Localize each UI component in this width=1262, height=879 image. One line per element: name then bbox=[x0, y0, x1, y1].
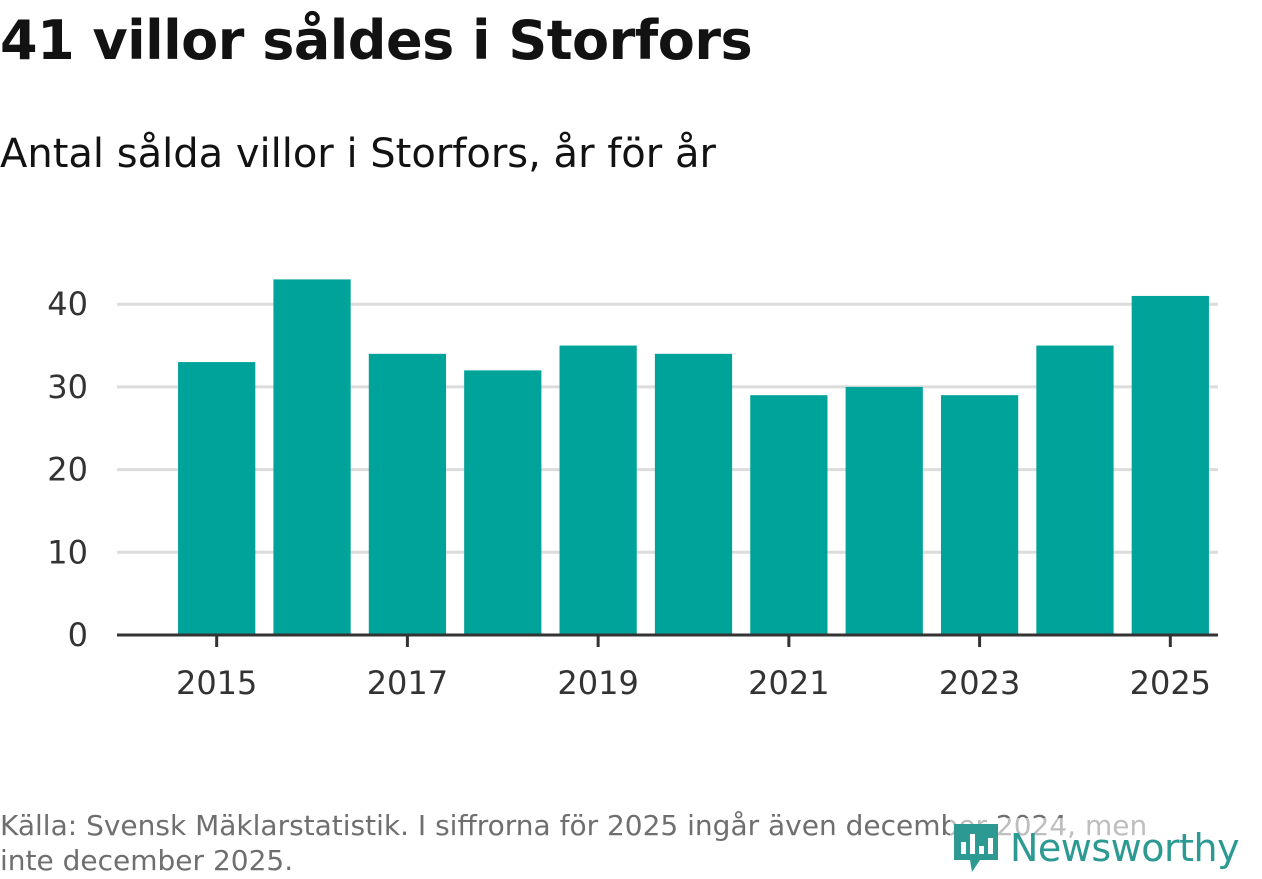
bar-2020 bbox=[654, 353, 733, 635]
bar-2023 bbox=[940, 395, 1019, 635]
chart-title: 41 villor såldes i Storfors bbox=[0, 9, 753, 72]
y-tick-label-0: 0 bbox=[68, 616, 88, 654]
y-tick-label-20: 20 bbox=[47, 451, 88, 489]
bar-2015 bbox=[178, 362, 256, 635]
y-tick-label-30: 30 bbox=[47, 368, 88, 406]
bar-2022 bbox=[845, 386, 923, 635]
brand-name: Newsworthy bbox=[1010, 826, 1240, 870]
bar-2024 bbox=[1036, 345, 1114, 635]
bar-2017 bbox=[368, 353, 447, 635]
bar-2016 bbox=[273, 279, 351, 635]
x-tick-label-2021: 2021 bbox=[748, 664, 829, 702]
x-tick-label-2025: 2025 bbox=[1130, 664, 1211, 702]
bars bbox=[178, 279, 1209, 635]
x-tick-label-2017: 2017 bbox=[367, 664, 448, 702]
x-tick-label-2019: 2019 bbox=[557, 664, 638, 702]
brand-logo: Newsworthy bbox=[950, 818, 1246, 878]
chart-subtitle: Antal sålda villor i Storfors, år för år bbox=[0, 131, 716, 177]
axes: 0 10 20 30 40 2015 2017 2019 2021 2023 2025 bbox=[47, 285, 1218, 702]
y-tick-label-40: 40 bbox=[47, 285, 88, 323]
y-tick-label-10: 10 bbox=[47, 533, 88, 571]
brand-chart-icon bbox=[954, 824, 998, 872]
x-tick-label-2023: 2023 bbox=[939, 664, 1020, 702]
bar-2025 bbox=[1131, 295, 1209, 635]
bar-2019 bbox=[559, 345, 637, 635]
x-tick-label-2015: 2015 bbox=[176, 664, 257, 702]
bar-2021 bbox=[750, 395, 828, 635]
bar-2018 bbox=[464, 370, 542, 635]
